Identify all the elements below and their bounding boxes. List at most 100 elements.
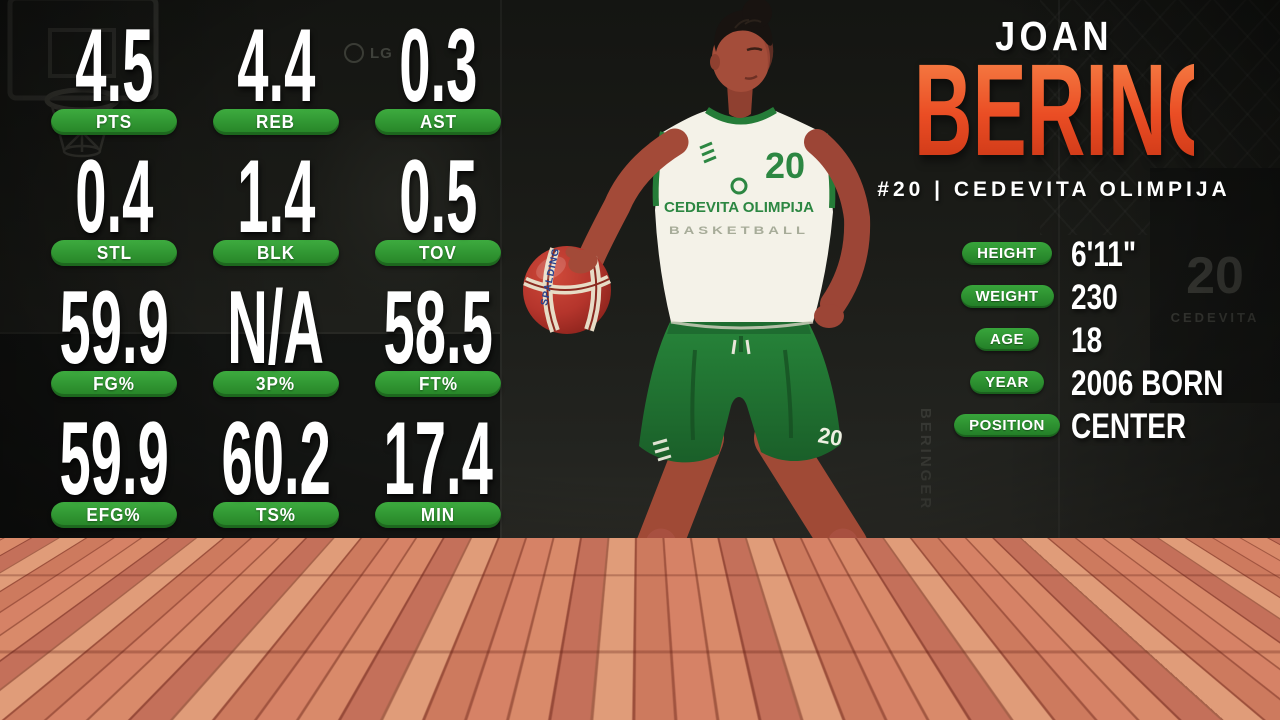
stat-label: PTS — [95, 111, 133, 132]
lg-label: LG — [370, 45, 393, 62]
stats-grid: 4.5 PTS 4.4 REB 0.3 AST 0.4 STL 1.4 BLK … — [33, 8, 519, 546]
info-pillbox: YEAR — [952, 366, 1062, 394]
info-row-age: AGE 18 — [952, 323, 1272, 366]
scoreboard-brand: LG — [344, 40, 414, 66]
collage-seam — [500, 0, 502, 540]
stat-cell-tov: 0.5 TOV — [357, 139, 519, 284]
noceilings-wordmark: NOCEILINGS — [15, 660, 108, 682]
stat-cell-fg: 59.9 FG% — [33, 270, 195, 415]
stat-label: BLK — [257, 242, 295, 263]
stat-label: STL — [96, 242, 132, 263]
stat-pill: PTS — [51, 109, 177, 135]
info-row-weight: WEIGHT 230 — [952, 280, 1272, 323]
stat-cell-min: 17.4 MIN — [357, 401, 519, 546]
collage-seam — [1058, 0, 1060, 540]
noceilings-logo: NOCEILINGS — [15, 625, 108, 715]
stat-pill: TS% — [213, 502, 339, 528]
player-subtitle: #20 | CEDEVITA OLIMPIJA — [877, 178, 1231, 201]
info-value: 18 — [1071, 321, 1103, 360]
player-first-name: JOAN — [995, 13, 1113, 59]
stat-label: FG% — [93, 373, 135, 394]
background-jersey-number: 20 — [1186, 246, 1244, 306]
player-right-leg — [754, 415, 907, 661]
stat-cell-ast: 0.3 AST — [357, 8, 519, 153]
info-pillbox: HEIGHT — [952, 237, 1062, 265]
info-pill: YEAR — [970, 371, 1044, 394]
stat-label: FT% — [418, 373, 458, 394]
jersey-number: 20 — [765, 145, 805, 186]
collage-seam — [0, 332, 500, 334]
stats-as-of-date: STATS AS OF 3.13.2025 — [112, 545, 423, 582]
jersey-crest-icon — [730, 177, 748, 195]
stat-cell-blk: 1.4 BLK — [195, 139, 357, 284]
stat-cell-efg: 59.9 EFG% — [33, 401, 195, 546]
draft-text: DRAFT — [1158, 652, 1226, 698]
shorts-number: 20 — [816, 422, 844, 451]
stat-pill: BLK — [213, 240, 339, 266]
stat-value: 0.4 — [74, 139, 154, 255]
player-shorts: 20 — [639, 320, 845, 463]
stat-value: 17.4 — [383, 401, 493, 517]
player-photo: 20 20 CEDEVITA OLIMPIJA BASKETBALL — [523, 0, 955, 682]
stat-value: 4.5 — [74, 8, 154, 124]
stat-label: AST — [419, 111, 457, 132]
info-value: 2006 BORN — [1071, 364, 1224, 403]
stat-pill: FG% — [51, 371, 177, 397]
stat-label: REB — [256, 111, 296, 132]
info-label: HEIGHT — [977, 245, 1037, 262]
stat-cell-3p: N/A 3P% — [195, 276, 357, 415]
player-name-block: JOAN BERINGER #20 | CEDEVITA OLIMPIJA — [828, 16, 1280, 202]
basketball-icon: SPALDING — [523, 246, 612, 334]
stat-pill: REB — [213, 109, 339, 135]
stat-label: MIN — [420, 504, 456, 525]
nba-text: NBA — [1134, 685, 1149, 692]
nba-logoman-icon: NBA — [1129, 647, 1154, 692]
info-pillbox: POSITION — [952, 409, 1062, 437]
stat-value: 60.2 — [221, 401, 331, 517]
stat-value: 59.9 — [59, 270, 169, 386]
info-pill: WEIGHT — [960, 285, 1054, 308]
info-label: WEIGHT — [975, 288, 1039, 305]
stat-pill: FT% — [375, 371, 501, 397]
cedevita-dragon-icon — [1004, 637, 1105, 696]
info-row-year: YEAR 2006 BORN — [952, 366, 1272, 409]
stat-cell-stl: 0.4 STL — [33, 139, 195, 284]
info-value: 6'11" — [1071, 235, 1137, 274]
player-left-leg — [626, 415, 724, 659]
player-head — [710, 0, 774, 118]
info-label: AGE — [989, 331, 1024, 348]
noceilings-no: NO — [16, 662, 39, 681]
jersey-sub-text: BASKETBALL — [669, 225, 809, 237]
stat-cell-pts: 4.5 PTS — [33, 8, 195, 153]
stat-pill: STL — [51, 240, 177, 266]
background-jersey-team: CEDEVITA — [1171, 310, 1260, 325]
player-right-arm — [577, 128, 689, 272]
nba-draft-logo: NBA DRAFT — [1117, 635, 1233, 703]
stat-pill: TOV — [375, 240, 501, 266]
collage-photo-block — [300, 120, 500, 332]
info-label: POSITION — [969, 417, 1045, 434]
stat-value: 59.9 — [59, 401, 169, 517]
info-row-position: POSITION CENTER — [952, 409, 1272, 452]
player-left-arm — [804, 129, 871, 328]
stat-label: TOV — [419, 242, 457, 263]
stat-label: EFG% — [86, 504, 142, 525]
stat-cell-ts: 60.2 TS% — [195, 401, 357, 546]
cedevita-olimpija-logo — [1004, 631, 1105, 709]
stat-value: 4.4 — [236, 8, 316, 124]
stat-value: 1.4 — [236, 139, 316, 255]
noceilings-ceilings: CEILINGS — [37, 662, 105, 681]
stat-label: TS% — [256, 504, 296, 525]
stat-value: 0.3 — [398, 8, 478, 124]
player-shoes — [601, 637, 955, 682]
vignette-overlay — [0, 0, 1280, 540]
info-value: CENTER — [1071, 407, 1187, 446]
stat-value: 0.5 — [398, 139, 478, 255]
player-last-name: BERINGER — [913, 36, 1280, 183]
info-pillbox: AGE — [952, 323, 1062, 351]
stat-pill: AST — [375, 109, 501, 135]
stat-pill: MIN — [375, 502, 501, 528]
stat-cell-reb: 4.4 REB — [195, 8, 357, 153]
info-pill: AGE — [974, 328, 1039, 351]
